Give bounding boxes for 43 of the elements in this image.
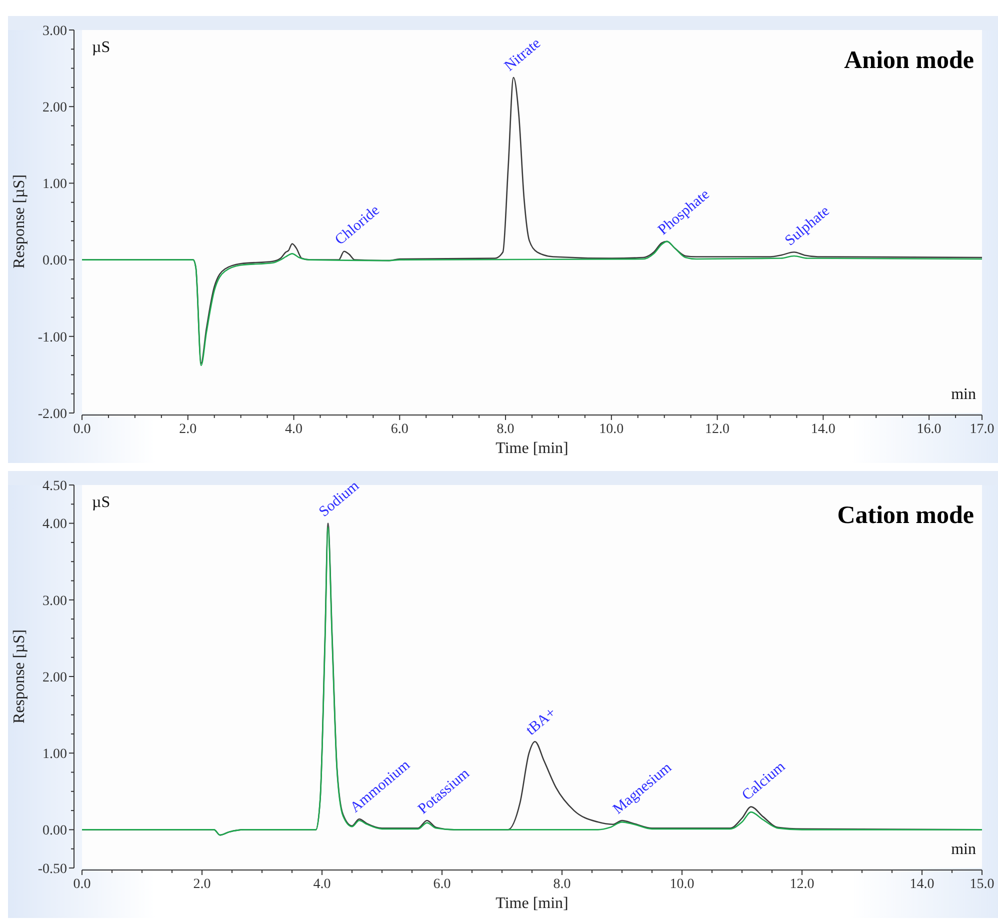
x-tick-label: 2.0 [179, 422, 197, 437]
y-tick-label: -2.00 [38, 406, 67, 422]
x-tick-label: 8.0 [496, 422, 514, 437]
x-tick-label: 10.0 [670, 877, 694, 892]
y-tick-label: 0.00 [42, 254, 67, 269]
x-tick-label: 0.0 [73, 422, 91, 437]
x-tick-label: 6.0 [433, 877, 451, 892]
x-tick-label: 12.0 [705, 422, 730, 437]
y-axis-title: Response [µS] [11, 629, 28, 724]
y-tick-label: -1.00 [38, 330, 67, 346]
y-tick-label: 3.00 [42, 594, 67, 609]
x-tick-label: 15.0 [970, 877, 994, 892]
annotation: min [951, 386, 976, 403]
y-tick-label: 4.50 [42, 478, 67, 494]
x-tick-label: 14.0 [810, 422, 836, 437]
y-tick-label: 1.00 [42, 747, 67, 762]
y-tick-label: 4.00 [42, 517, 67, 532]
x-tick-label: 12.0 [790, 877, 814, 892]
x-tick-label: 6.0 [390, 422, 408, 437]
x-tick-label: 10.0 [599, 422, 624, 437]
y-tick-label: 2.00 [42, 670, 67, 686]
annotation: µS [92, 39, 110, 56]
y-tick-label: 3.00 [42, 24, 67, 39]
y-tick-label: 0.00 [42, 824, 67, 839]
y-tick-label: 2.00 [42, 100, 67, 116]
x-tick-label: 8.0 [553, 877, 571, 892]
x-axis-title: Time [min] [496, 440, 568, 457]
annotation: tBA+ [523, 704, 560, 739]
x-axis-title: Time [min] [496, 895, 568, 912]
x-tick-label: 16.0 [916, 422, 942, 437]
annotation: min [951, 841, 976, 858]
x-tick-label: 4.0 [285, 422, 303, 437]
text: Cation mode [837, 502, 974, 529]
annotation: µS [92, 494, 110, 511]
x-tick-label: 2.0 [193, 877, 211, 892]
text: Anion mode [844, 47, 974, 74]
x-tick-label: 14.0 [910, 877, 934, 892]
y-tick-label: -0.50 [38, 862, 67, 877]
x-tick-label: 0.0 [73, 877, 91, 892]
y-tick-label: 1.00 [42, 177, 67, 192]
x-tick-label: 17.0 [970, 422, 994, 437]
y-axis-title: Response [µS] [11, 174, 28, 269]
x-tick-label: 4.0 [313, 877, 331, 892]
